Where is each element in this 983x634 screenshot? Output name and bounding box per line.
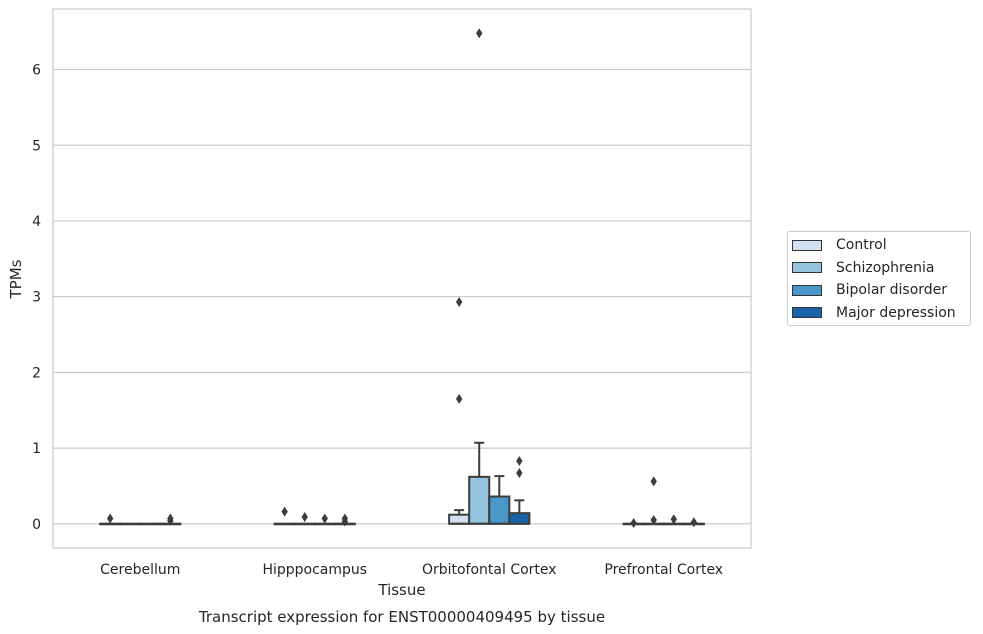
category-group <box>273 506 356 527</box>
outlier-point <box>455 393 463 404</box>
x-tick-label: Orbitofontal Cortex <box>422 562 557 578</box>
legend-label: Bipolar disorder <box>836 282 948 298</box>
outlier-point <box>650 476 657 487</box>
outlier-point <box>516 468 523 479</box>
y-tick-label: 1 <box>32 441 41 457</box>
x-tick-label: Prefrontal Cortex <box>604 562 723 578</box>
y-tick-label: 2 <box>32 365 41 381</box>
y-axis-label: TPMs <box>7 259 25 299</box>
legend-swatch <box>792 307 822 318</box>
plot-frame <box>52 8 752 549</box>
y-tick-label: 5 <box>32 138 41 154</box>
legend-swatch <box>792 262 822 273</box>
outlier-point <box>690 517 698 528</box>
category-group <box>99 513 182 526</box>
x-tick-label: Hipppocampus <box>262 562 367 578</box>
outlier-point <box>516 455 523 466</box>
outlier-point <box>650 514 657 525</box>
outlier-point <box>455 296 463 307</box>
x-axis-label: Tissue <box>377 581 425 599</box>
y-tick-label: 0 <box>32 517 41 533</box>
legend-swatch <box>792 239 822 251</box>
box <box>468 475 491 525</box>
outlier-point <box>321 513 328 524</box>
outlier-point <box>281 506 288 517</box>
outlier-point <box>670 514 677 525</box>
y-tick-labels: 0 1 2 3 4 5 6 <box>32 63 41 533</box>
outlier-point <box>476 28 483 39</box>
y-tick-label: 4 <box>32 214 41 230</box>
chart-title: Transcript expression for ENST0000040949… <box>198 608 605 626</box>
outlier-point <box>167 515 174 526</box>
outlier-point <box>106 513 114 524</box>
legend-item: Major depression <box>792 303 956 323</box>
x-tick-labels: Cerebellum Hipppocampus Orbitofontal Corte… <box>100 562 723 578</box>
outlier-point <box>630 518 637 529</box>
box <box>488 495 511 525</box>
outlier-point <box>301 511 308 522</box>
y-tick-label: 6 <box>32 63 41 79</box>
box-groups <box>99 28 705 529</box>
x-tick-label: Cerebellum <box>100 562 180 578</box>
plot-area <box>53 9 751 548</box>
legend-label: Major depression <box>836 304 956 321</box>
y-tick-label: 3 <box>32 290 41 306</box>
box <box>508 512 531 525</box>
legend-swatch <box>792 284 822 296</box>
outlier-point <box>341 516 349 527</box>
category-group <box>622 476 705 529</box>
box <box>448 513 471 525</box>
legend: Control Schizophrenia Bipolar disorder Majo… <box>787 231 971 326</box>
legend-item: Bipolar disorder <box>792 280 947 300</box>
legend-item: Control <box>792 235 887 255</box>
legend-label: Schizophrenia <box>836 259 935 276</box>
legend-label: Control <box>836 237 887 253</box>
category-group <box>448 28 531 525</box>
legend-item: Schizophrenia <box>792 258 934 278</box>
